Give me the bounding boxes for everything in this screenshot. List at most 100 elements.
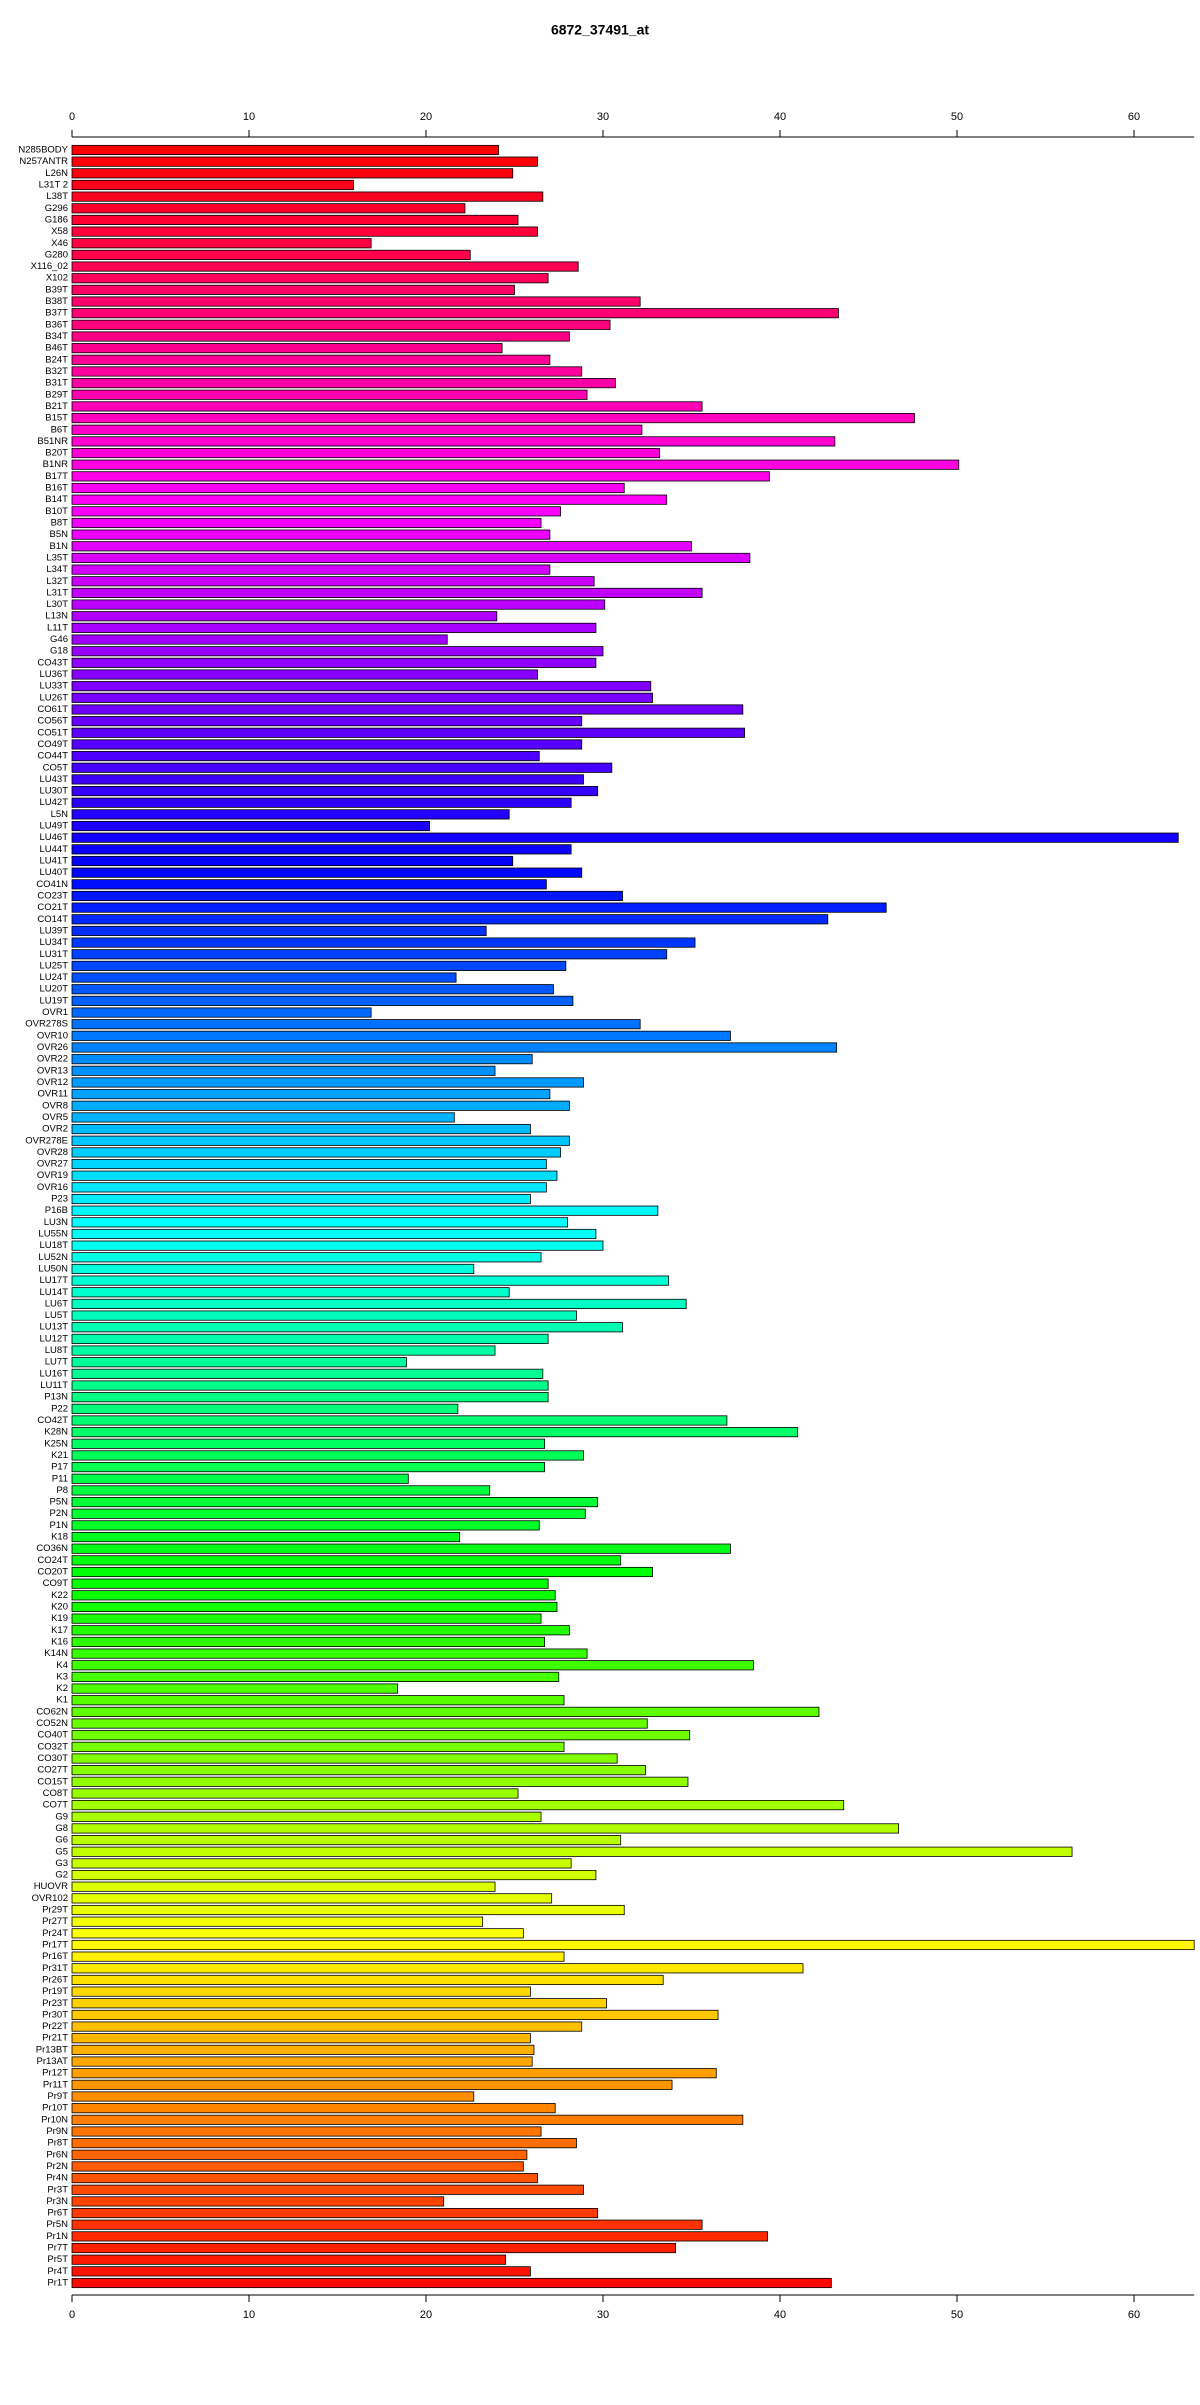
y-tick-label: P13N: [44, 1392, 68, 1403]
bar: [71, 424, 643, 435]
y-tick-label: L30T: [46, 599, 68, 610]
bar: [71, 1392, 549, 1403]
y-tick-label: B16T: [45, 483, 68, 494]
y-tick-label: Pr24T: [42, 1928, 68, 1939]
x-tick-label: 0: [69, 111, 75, 123]
y-tick-label: LU5T: [45, 1310, 68, 1321]
y-tick-label: Pr3N: [46, 2196, 68, 2207]
bar: [71, 2114, 744, 2125]
bar: [71, 471, 770, 482]
y-tick-label: CO42T: [37, 1415, 68, 1426]
bar: [71, 1054, 533, 1065]
y-tick-label: LU31T: [39, 949, 68, 960]
bar: [71, 1869, 597, 1881]
x-tick-label: 20: [420, 2309, 432, 2321]
y-tick-label: Pr3T: [47, 2184, 68, 2195]
y-tick-label: Pr9T: [47, 2091, 68, 2102]
bar: [71, 144, 499, 156]
bar: [71, 692, 653, 703]
x-tick-label: 60: [1128, 111, 1140, 123]
y-tick-label: G6: [55, 1835, 68, 1846]
y-tick-label: B17T: [45, 471, 68, 482]
y-tick-label: B31T: [45, 378, 68, 389]
y-tick-label: OVR19: [37, 1170, 68, 1181]
bar: [71, 1660, 754, 1671]
bar: [71, 1438, 545, 1449]
y-tick-label: LU19T: [39, 995, 68, 1006]
bar: [71, 1590, 556, 1601]
bar: [71, 576, 595, 587]
y-tick-label: B20T: [45, 448, 68, 459]
y-tick-label: K16: [51, 1636, 68, 1647]
bar: [71, 1158, 547, 1170]
bar: [71, 1811, 542, 1822]
bar: [71, 1951, 565, 1962]
y-tick-label: CO23T: [37, 890, 68, 901]
y-tick-label: P16B: [45, 1205, 68, 1216]
bar: [71, 774, 584, 785]
bar: [71, 296, 641, 307]
bar: [71, 1473, 409, 1484]
y-tick-label: LU13T: [39, 1322, 68, 1333]
y-tick-label: LU39T: [39, 925, 68, 936]
bar: [71, 1135, 570, 1146]
bar: [71, 1823, 899, 1834]
bar: [71, 2033, 531, 2044]
x-tick-label: 30: [597, 111, 609, 123]
y-tick-label: LU49T: [39, 821, 68, 832]
bar: [71, 1170, 558, 1181]
y-tick-label: OVR11: [38, 1089, 68, 1100]
bar: [71, 902, 887, 913]
bar: [71, 972, 457, 983]
bar: [71, 2009, 719, 2020]
bar: [71, 1147, 561, 1158]
bar: [71, 1998, 607, 2009]
bar: [71, 1695, 565, 1706]
bar: [71, 389, 588, 400]
y-tick-label: X58: [51, 226, 68, 237]
y-tick-label: K17: [51, 1625, 68, 1636]
bar: [71, 1205, 659, 1216]
y-tick-label: CO40T: [37, 1730, 68, 1741]
bar: [71, 611, 498, 622]
y-tick-label: B38T: [45, 296, 68, 307]
bar: [71, 2184, 584, 2195]
y-tick-label: K3: [56, 1671, 68, 1682]
y-tick-label: LU25T: [39, 960, 68, 971]
y-tick-label: Pr23T: [42, 1998, 68, 2009]
bar: [71, 2126, 542, 2137]
y-tick-label: B1NR: [43, 459, 68, 470]
bar: [71, 855, 514, 867]
y-tick-label: L38T: [46, 191, 68, 202]
bar: [71, 226, 538, 237]
y-tick-label: CO44T: [37, 751, 68, 762]
y-tick-label: G2: [55, 1870, 68, 1881]
bar: [71, 2231, 769, 2242]
bar: [71, 599, 606, 610]
y-tick-label: X116_02: [31, 261, 68, 272]
bar: [71, 214, 519, 225]
bar: [71, 1939, 1195, 1951]
y-tick-label: LU40T: [39, 867, 68, 878]
bar: [71, 1776, 689, 1787]
y-tick-label: OVR102: [32, 1893, 68, 1904]
y-tick-label: Pr29T: [42, 1905, 68, 1916]
bar: [71, 529, 551, 540]
y-tick-label: LU8T: [45, 1345, 68, 1356]
y-tick-label: LU36T: [39, 669, 68, 680]
bar: [71, 634, 448, 645]
bar: [71, 1427, 799, 1438]
y-tick-label: B24T: [45, 354, 68, 365]
bar: [71, 960, 567, 971]
bar: [71, 1625, 570, 1636]
y-tick-label: Pr10T: [42, 2103, 68, 2114]
bar: [71, 1788, 519, 1799]
y-tick-label: Pr26T: [42, 1974, 68, 1985]
bar: [71, 1240, 604, 1251]
bar: [71, 622, 597, 633]
bar: [71, 2138, 577, 2149]
bar: [71, 156, 538, 167]
bar: [71, 284, 515, 295]
bar: [71, 1019, 641, 1030]
